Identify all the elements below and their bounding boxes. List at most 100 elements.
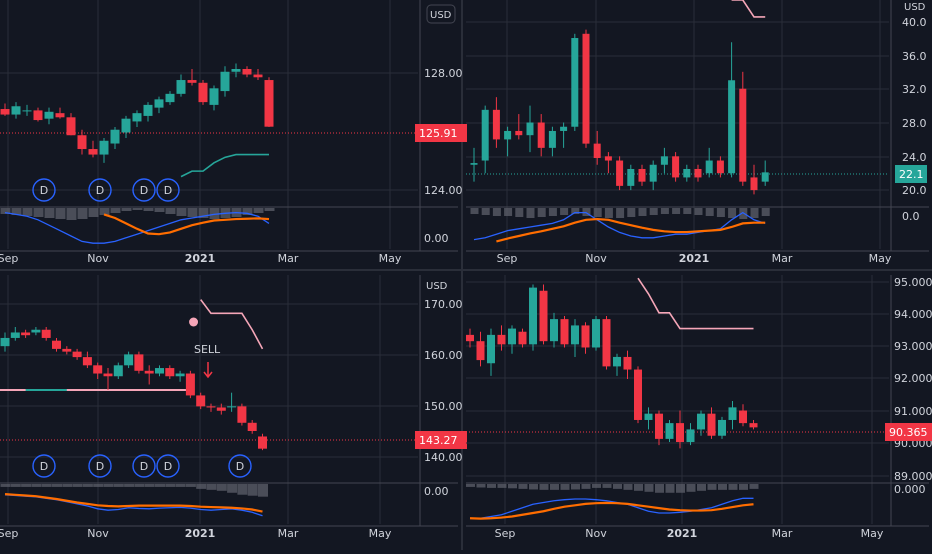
- candle-body: [134, 354, 144, 371]
- candle-body: [476, 341, 485, 361]
- candle-body: [113, 365, 123, 377]
- dividend-marker-icon[interactable]: [156, 178, 180, 202]
- dividend-marker-label: D: [40, 460, 48, 473]
- histogram-bar: [571, 208, 580, 214]
- dividend-marker-icon[interactable]: [32, 178, 56, 202]
- histogram-bar: [144, 484, 155, 487]
- candle-body: [616, 160, 624, 186]
- candle-body: [175, 373, 185, 377]
- candle-body: [99, 140, 109, 155]
- time-axis-label: Sep: [495, 527, 516, 540]
- histogram-bar: [602, 484, 612, 488]
- candle-body: [66, 117, 76, 136]
- histogram-bar: [216, 484, 227, 491]
- candle-body: [132, 113, 142, 122]
- signal-line: [637, 277, 754, 330]
- candle-body: [481, 109, 489, 161]
- price-tick-label: 32.0: [902, 83, 927, 96]
- histogram-bar: [749, 484, 759, 489]
- candle-body: [198, 82, 208, 103]
- candle-body: [165, 368, 175, 377]
- dividend-marker-icon[interactable]: [88, 454, 112, 478]
- histogram-bar: [686, 484, 696, 492]
- sell-arrow-icon: [203, 362, 213, 379]
- candle-body: [0, 337, 10, 347]
- histogram-bar: [571, 484, 580, 490]
- dividend-marker-label: D: [164, 460, 172, 473]
- histogram-bar: [593, 208, 602, 217]
- candle-body: [655, 413, 663, 439]
- candle-body: [44, 111, 54, 119]
- candle-body: [176, 80, 186, 94]
- last-price-badge: [415, 124, 467, 142]
- time-axis-label: Nov: [585, 527, 607, 540]
- candle-body: [560, 126, 568, 131]
- candle-body: [470, 163, 478, 165]
- oscillator-slow-line: [4, 493, 263, 513]
- price-tick-label: 92.000: [894, 372, 932, 385]
- candle-body: [110, 129, 120, 144]
- price-tick-label: 28.0: [902, 117, 927, 130]
- candle-body: [526, 122, 534, 136]
- candle-body: [694, 168, 702, 178]
- candle-body: [592, 319, 600, 348]
- histogram-bar: [718, 484, 727, 490]
- histogram-bar: [550, 484, 559, 490]
- histogram-bar: [242, 208, 253, 215]
- candle-body: [487, 334, 495, 364]
- histogram-bar: [155, 484, 165, 487]
- candle-body: [728, 80, 736, 174]
- candle-body: [52, 340, 61, 349]
- dividend-marker-icon[interactable]: [132, 454, 156, 478]
- dividend-marker-icon[interactable]: [156, 454, 180, 478]
- signal-line: [200, 299, 264, 350]
- price-tick-label: 124.00: [424, 184, 463, 197]
- histogram-bar: [31, 484, 42, 487]
- time-axis-label: Mar: [772, 252, 793, 265]
- time-axis-label: Sep: [497, 252, 518, 265]
- candle-body: [466, 334, 474, 342]
- histogram-bar: [613, 484, 622, 489]
- dividend-marker-icon[interactable]: [132, 178, 156, 202]
- candle-body: [497, 334, 506, 345]
- histogram-bar: [504, 208, 513, 216]
- candle-body: [82, 357, 92, 366]
- candle-body: [707, 413, 716, 436]
- histogram-bar: [560, 484, 570, 490]
- candle-body: [518, 331, 527, 345]
- histogram-bar: [616, 208, 625, 218]
- time-axis-label: Mar: [278, 252, 299, 265]
- candle-body: [537, 122, 545, 148]
- histogram-bar: [72, 484, 83, 487]
- candle-body: [716, 160, 724, 174]
- sell-signal-label: SELL: [194, 343, 221, 356]
- last-price-label: 22.1: [899, 168, 924, 181]
- oscillator-tick-label: 0.00: [424, 232, 449, 245]
- price-tick-label: 24.0: [902, 151, 927, 164]
- histogram-bar: [518, 484, 528, 489]
- price-tick-label: 40.0: [902, 16, 927, 29]
- price-tick-label: 91.000: [894, 405, 932, 418]
- histogram-bar: [705, 208, 714, 216]
- dividend-marker-icon[interactable]: [88, 178, 112, 202]
- candle-body: [154, 99, 164, 108]
- oscillator-slow-line: [496, 217, 766, 243]
- dividend-marker-icon[interactable]: [32, 454, 56, 478]
- candle-body: [739, 88, 747, 182]
- oscillator-fast-line: [470, 497, 754, 519]
- currency-badge[interactable]: [426, 4, 456, 24]
- candle-body: [508, 328, 516, 345]
- histogram-bar: [185, 484, 196, 487]
- candle-body: [571, 38, 579, 127]
- candle-body: [548, 130, 556, 148]
- currency-label: USD: [426, 281, 448, 292]
- histogram-bar: [660, 208, 669, 214]
- currency-label: USD: [904, 2, 926, 13]
- dividend-marker-icon[interactable]: [228, 454, 252, 478]
- histogram-bar: [582, 208, 591, 216]
- dividend-marker-label: D: [140, 460, 148, 473]
- time-axis-label: Nov: [87, 527, 109, 540]
- time-axis-label: Nov: [585, 252, 607, 265]
- price-tick-label: 150.00: [424, 400, 463, 413]
- histogram-bar: [492, 208, 501, 216]
